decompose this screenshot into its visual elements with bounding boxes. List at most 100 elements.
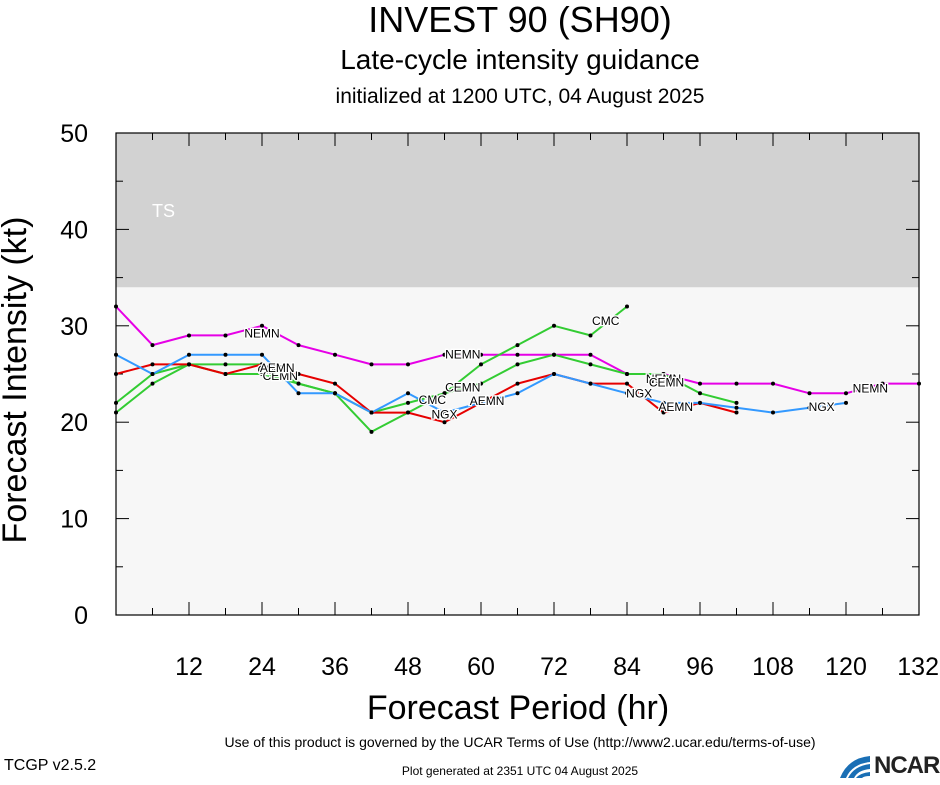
series-label-cmc: CMC	[592, 314, 620, 328]
ncar-swoosh-icon	[840, 756, 870, 778]
data-point-cmc	[369, 429, 374, 434]
data-point-ngx	[807, 405, 812, 410]
band-label: TS	[152, 201, 175, 221]
data-point-aemn	[223, 372, 228, 376]
x-tick-label: 72	[540, 653, 568, 681]
data-point-ngx	[479, 400, 483, 405]
data-point-aemn	[515, 381, 520, 386]
data-point-ngx	[187, 352, 191, 357]
ncar-logo-text: NCAR	[874, 752, 940, 779]
data-point-nemn	[880, 381, 885, 386]
data-point-nemn	[333, 352, 337, 357]
series-label-aemn: AEMN	[658, 400, 693, 414]
series-label-cmc: CMC	[257, 363, 285, 377]
data-point-aemn	[625, 381, 629, 386]
data-point-ngx	[223, 352, 228, 357]
series-label-cemn: CEMN	[445, 380, 480, 394]
terms-of-use-notice: Use of this product is governed by the U…	[224, 734, 816, 750]
data-point-cemn	[406, 400, 410, 405]
generated-timestamp: Plot generated at 2351 UTC 04 August 202…	[401, 764, 639, 778]
data-point-ngx	[588, 381, 593, 386]
plot-frame	[115, 132, 920, 616]
series-label-nemn: NEMN	[445, 348, 480, 362]
data-point-nemn	[442, 352, 447, 357]
data-point-ngx	[296, 391, 301, 396]
data-point-aemn	[260, 362, 264, 367]
data-point-nemn	[406, 362, 410, 367]
data-point-nemn	[150, 343, 155, 348]
x-tick-label: 84	[613, 653, 641, 681]
data-point-ngx	[771, 410, 775, 415]
data-point-ngx	[333, 391, 337, 396]
data-point-cmc	[588, 333, 593, 338]
series-label-cmc: CMC	[419, 393, 447, 407]
data-point-nemn	[369, 362, 374, 367]
data-point-ngx	[552, 372, 556, 376]
x-tick-label: 120	[825, 653, 867, 681]
data-point-cemn	[698, 391, 702, 396]
data-point-cemn	[442, 391, 447, 396]
y-tick-label: 40	[60, 216, 88, 244]
data-point-cemn	[223, 362, 228, 367]
series-label-nemn: NEMN	[244, 327, 279, 341]
data-point-nemn	[223, 333, 228, 338]
data-point-cmc	[625, 304, 629, 309]
series-label-ngx: NGX	[431, 407, 457, 421]
data-point-nemn	[807, 391, 812, 396]
y-tick-label: 10	[60, 506, 88, 534]
data-point-ngx	[698, 400, 702, 405]
x-tick-label: 96	[686, 653, 714, 681]
data-point-ngx	[369, 410, 374, 415]
series-label-cemn: CEMN	[649, 376, 684, 390]
data-point-cmc	[552, 323, 556, 328]
series-label-ngx: NGX	[809, 400, 835, 414]
series-label-ngx: NGX	[626, 386, 652, 400]
data-point-nemn	[588, 352, 593, 357]
data-point-nemn	[698, 381, 702, 386]
data-point-cmc	[479, 362, 483, 367]
data-point-ngx	[406, 391, 410, 396]
x-tick-label: 60	[467, 653, 495, 681]
series-label-cemn: CEMN	[263, 369, 298, 383]
data-point-ngx	[625, 391, 629, 396]
data-point-cemn	[515, 362, 520, 367]
band-ts	[116, 133, 919, 288]
data-point-nemn	[734, 381, 739, 386]
x-axis-label: Forecast Period (hr)	[366, 689, 670, 727]
chart-subtitle: Late-cycle intensity guidance	[340, 44, 700, 75]
data-point-ngx	[844, 400, 848, 405]
data-point-aemn	[187, 362, 191, 367]
data-point-ngx	[150, 372, 155, 376]
data-point-cemn	[588, 362, 593, 367]
series-label-aemn: AEMN	[470, 394, 505, 408]
data-point-nemn	[844, 391, 848, 396]
series-line-aemn	[115, 363, 737, 424]
data-point-aemn	[661, 410, 666, 415]
data-point-cemn	[296, 381, 301, 386]
chart-init-time: initialized at 1200 UTC, 04 August 2025	[335, 85, 705, 108]
chart-title: INVEST 90 (SH90)	[368, 0, 672, 40]
x-tick-label: 132	[897, 653, 939, 681]
data-point-aemn	[442, 420, 447, 425]
data-point-ngx	[442, 410, 447, 415]
data-point-nemn	[771, 381, 775, 386]
data-point-cemn	[734, 400, 739, 405]
data-point-ngx	[734, 405, 739, 410]
data-point-nemn	[260, 323, 264, 328]
x-tick-label: 48	[394, 653, 422, 681]
data-point-cmc	[515, 343, 520, 348]
data-point-cmc	[150, 381, 155, 386]
y-tick-label: 0	[74, 602, 88, 630]
series-label-nemn: NEMN	[646, 372, 681, 386]
data-point-nemn	[515, 352, 520, 357]
data-point-nemn	[296, 343, 301, 348]
data-point-aemn	[333, 381, 337, 386]
x-tick-label: 12	[175, 653, 203, 681]
data-point-ngx	[515, 391, 520, 396]
data-point-cemn	[661, 372, 666, 376]
data-point-aemn	[296, 372, 301, 376]
data-point-cemn	[552, 352, 556, 357]
data-point-aemn	[406, 410, 410, 415]
data-point-aemn	[734, 410, 739, 415]
